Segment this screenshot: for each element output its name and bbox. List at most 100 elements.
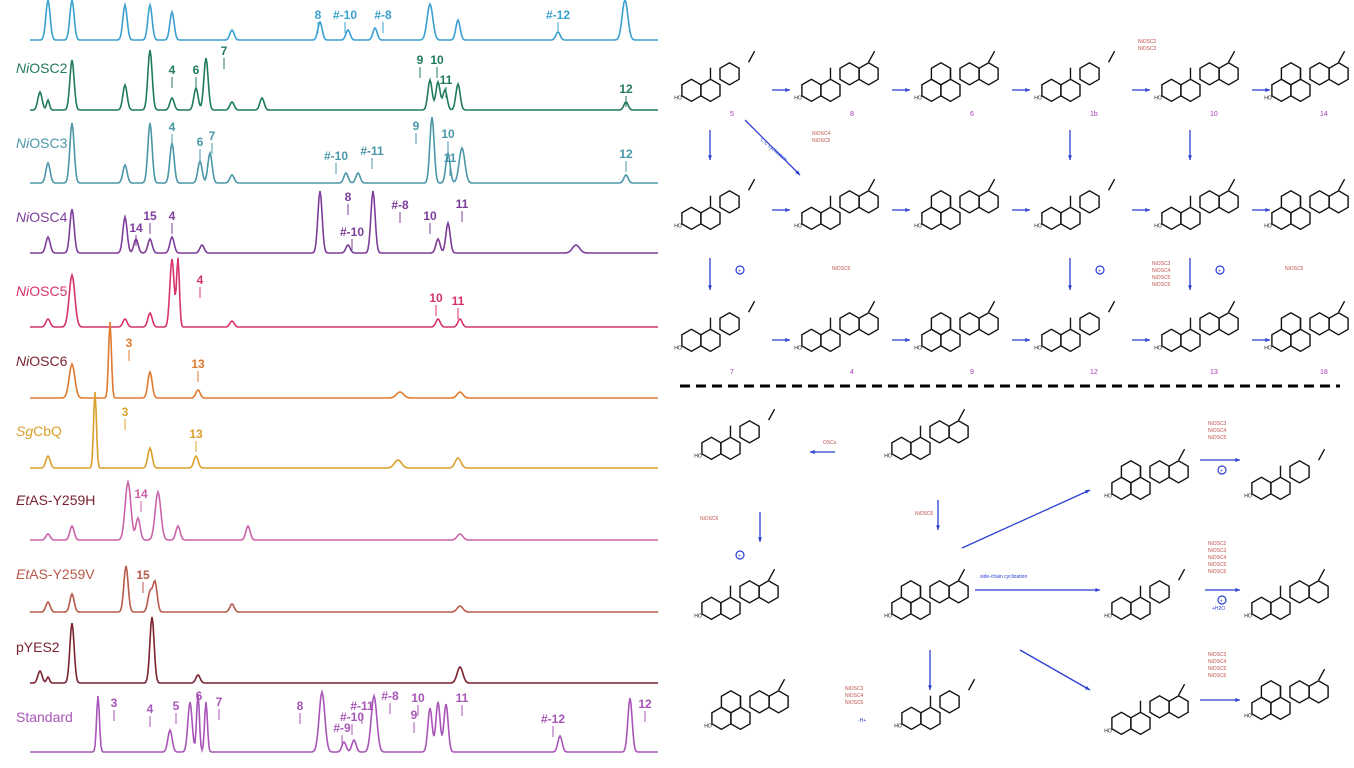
- enzyme-label-upper-mid: NiOSC6: [832, 266, 851, 272]
- trace-label-y259h: EtAS-Y259H: [16, 492, 95, 508]
- methyl: [1227, 50, 1236, 63]
- peak-label-std: #-12: [541, 712, 565, 726]
- trace-label-cbq: SgCbQ: [16, 423, 62, 439]
- enzyme-stack-upper: NiOSC4: [1152, 268, 1171, 274]
- ring: [948, 419, 969, 444]
- ring: [1041, 328, 1062, 353]
- enzyme-label-upper: NiOSC2: [1138, 39, 1157, 45]
- ring: [1251, 596, 1272, 621]
- trace-label-prefix: Ni: [16, 353, 30, 369]
- arrow-label-cc: C-C cyclization: [759, 137, 789, 163]
- methyl: [1107, 178, 1116, 191]
- hydroxyl-label: HO: [1154, 96, 1162, 102]
- enzyme-stack-lower-2: NiOSC2: [1208, 541, 1227, 547]
- enzyme-stack-lower-4: NiOSC3: [845, 686, 864, 692]
- peak-label-std: 8: [297, 699, 304, 713]
- molecule-upper-0-3: HO: [1034, 50, 1116, 103]
- ring: [1328, 311, 1349, 336]
- trace-label-prefix: Et: [16, 566, 30, 582]
- ring: [1149, 459, 1170, 484]
- ring: [1168, 459, 1189, 484]
- ring: [749, 689, 770, 714]
- methyl: [1317, 668, 1326, 681]
- ring: [858, 189, 879, 214]
- ring: [681, 206, 702, 231]
- trace-label-pyes2: pYES2: [16, 639, 60, 655]
- peak-label-std: 5: [173, 699, 180, 713]
- peak-label-top: 8: [315, 8, 322, 22]
- ring: [978, 189, 999, 214]
- peak-label-cbq: 3: [122, 405, 129, 419]
- enzyme-stack-lower-3: NiOSC3: [1208, 652, 1227, 658]
- trace-label-suffix: OSC3: [29, 135, 67, 151]
- molecule-upper-1-3: HO: [1034, 178, 1116, 231]
- molecule-lower-8: HO: [704, 678, 789, 731]
- hydroxyl-label: HO: [694, 614, 702, 620]
- trace-line-osc2: [30, 49, 658, 111]
- peak-label-top: #-8: [374, 8, 392, 22]
- methyl: [1227, 178, 1236, 191]
- hydroxyl-label: HO: [1154, 346, 1162, 352]
- ring: [900, 579, 922, 604]
- peak-label-osc4: #-8: [391, 198, 409, 212]
- ring: [768, 689, 789, 714]
- ring: [978, 311, 999, 336]
- ring: [1289, 459, 1310, 484]
- enzyme-label-upper-left: NiOSC4: [812, 131, 831, 137]
- arrow-down-b-0-head: [708, 285, 712, 290]
- ring: [1060, 328, 1081, 353]
- ring: [1111, 711, 1132, 736]
- hydroxyl-label: HO: [1264, 346, 1272, 352]
- enzyme-stack-lower-4: NiOSC4: [845, 693, 864, 699]
- ring: [1280, 189, 1302, 214]
- hydroxyl-label: HO: [1034, 346, 1042, 352]
- ring: [1270, 476, 1291, 501]
- ring: [858, 311, 879, 336]
- arrow-upper-0-2-head: [1025, 88, 1030, 92]
- compound-number: 13: [1210, 369, 1218, 376]
- trace-line-std: [30, 689, 658, 754]
- methyl: [767, 568, 776, 581]
- enzyme-stack-lower-3: NiOSC5: [1208, 666, 1227, 672]
- ring: [700, 78, 721, 103]
- charge-badge-lower-3: [735, 550, 745, 560]
- peak-label-std: 6: [196, 689, 203, 703]
- ring: [959, 311, 980, 336]
- ring: [948, 579, 969, 604]
- ring: [1180, 206, 1201, 231]
- peak-label-osc2: 11: [440, 73, 453, 87]
- trace-label-y259v: EtAS-Y259V: [16, 566, 95, 582]
- ring: [959, 61, 980, 86]
- ring: [929, 419, 950, 444]
- methyl: [987, 178, 996, 191]
- ring: [681, 328, 702, 353]
- peak-label-std: 11: [456, 691, 469, 705]
- ring: [1079, 189, 1100, 214]
- molecule-lower-4: HO: [694, 568, 779, 621]
- ring: [1328, 61, 1349, 86]
- ring: [930, 61, 952, 86]
- arrow-lower-down-c-head: [928, 685, 932, 690]
- trace-y259h: EtAS-Y259H: [16, 479, 658, 541]
- hydroxyl-label: HO: [1104, 614, 1112, 620]
- trace-label-std: Standard: [16, 709, 73, 725]
- peak-label-osc4: #-10: [340, 225, 364, 239]
- hydroxyl-label: HO: [914, 346, 922, 352]
- ring: [1309, 189, 1330, 214]
- charge-badge-lower-1: [1217, 465, 1227, 475]
- ring: [839, 189, 860, 214]
- peak-label-osc3: 10: [441, 127, 455, 141]
- ring: [930, 311, 952, 336]
- arrow-down-a-2-head: [1188, 155, 1192, 160]
- methyl: [1337, 178, 1346, 191]
- enzyme-label-lower-left: NiOSC6: [700, 516, 719, 522]
- arrow-upper-2-0-head: [785, 338, 790, 342]
- hydroxyl-label: HO: [1244, 494, 1252, 500]
- peak-label-std: #-9: [333, 721, 351, 735]
- peak-label-osc4: 4: [169, 209, 176, 223]
- methyl: [767, 408, 776, 421]
- ring: [719, 61, 740, 86]
- ring: [801, 206, 822, 231]
- trace-osc3: NiOSC3: [16, 116, 658, 184]
- molecule-upper-0-2: HO: [914, 50, 999, 103]
